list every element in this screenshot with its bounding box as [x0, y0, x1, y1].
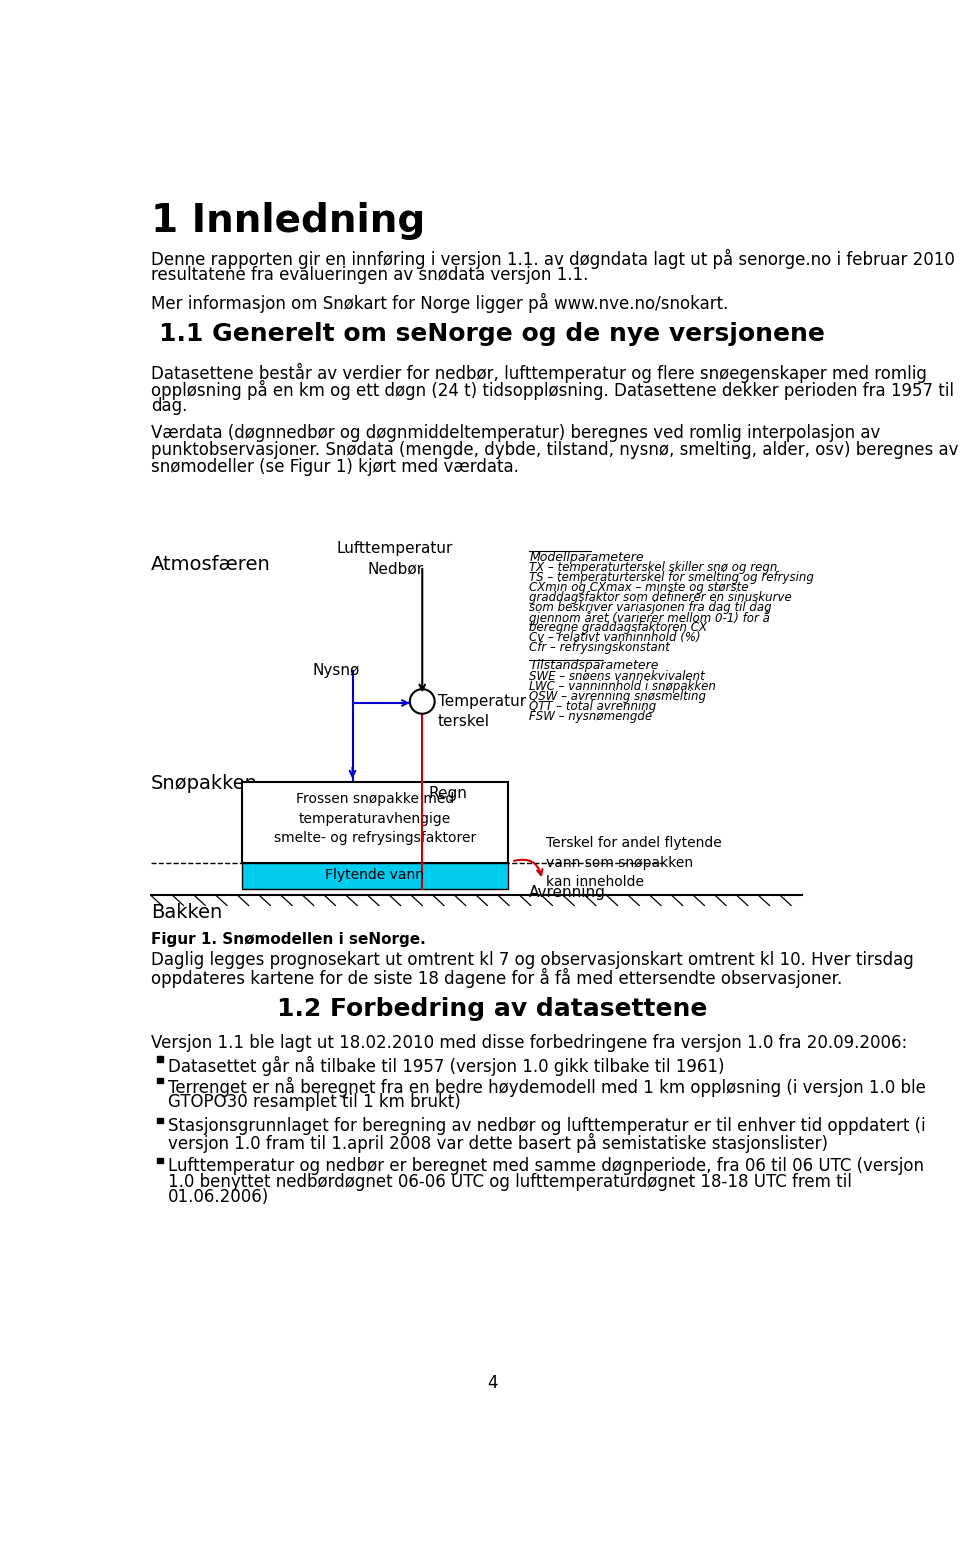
Text: dag.: dag.: [151, 396, 187, 415]
Text: som beskriver variasjonen fra dag til dag: som beskriver variasjonen fra dag til da…: [529, 602, 772, 614]
Bar: [157, 1158, 162, 1163]
Text: Avrenning: Avrenning: [529, 886, 606, 901]
Text: GTOPO30 resamplet til 1 km brukt): GTOPO30 resamplet til 1 km brukt): [168, 1093, 461, 1110]
Text: 1 Innledning: 1 Innledning: [151, 203, 425, 240]
Text: Temperatur
terskel: Temperatur terskel: [438, 694, 526, 728]
Text: TX – temperaturterskel skiller snø og regn: TX – temperaturterskel skiller snø og re…: [529, 561, 778, 574]
Text: Snøpakken: Snøpakken: [151, 773, 258, 794]
Text: Cfr – refrysingskonstant: Cfr – refrysingskonstant: [529, 641, 670, 655]
Text: LWC – vanninnhold i snøpakken: LWC – vanninnhold i snøpakken: [529, 680, 716, 692]
Text: 1.2 Forbedring av datasettene: 1.2 Forbedring av datasettene: [276, 998, 708, 1021]
Text: Tilstandsparametere: Tilstandsparametere: [529, 659, 659, 672]
Bar: [157, 1057, 162, 1062]
Text: Cv – relativt vanninnhold (%): Cv – relativt vanninnhold (%): [529, 631, 701, 644]
Text: 1.0 benyttet nedbørdøgnet 06-06 UTC og lufttemperaturdøgnet 18-18 UTC frem til: 1.0 benyttet nedbørdøgnet 06-06 UTC og l…: [168, 1172, 852, 1191]
Text: QTT – total avrenning: QTT – total avrenning: [529, 700, 657, 712]
Text: TS – temperaturterskel for smelting og refrysing: TS – temperaturterskel for smelting og r…: [529, 571, 814, 585]
Text: Regn: Regn: [428, 786, 468, 801]
Text: Terrenget er nå beregnet fra en bedre høydemodell med 1 km oppløsning (i versjon: Terrenget er nå beregnet fra en bedre hø…: [168, 1077, 926, 1098]
Text: Nysnø: Nysnø: [312, 663, 360, 678]
Text: Bakken: Bakken: [151, 903, 223, 923]
Text: Flytende vann: Flytende vann: [325, 868, 424, 882]
Text: Værdata (døgnnedbør og døgnmiddeltemperatur) beregnes ved romlig interpolasjon a: Værdata (døgnnedbør og døgnmiddeltempera…: [151, 424, 880, 443]
Text: FSW – nysnømengde: FSW – nysnømengde: [529, 709, 653, 723]
Bar: [157, 1077, 162, 1084]
Bar: [157, 1118, 162, 1124]
Text: beregne graddagsfaktoren CX: beregne graddagsfaktoren CX: [529, 622, 708, 635]
Text: graddagsfaktor som definerer en sinuskurve: graddagsfaktor som definerer en sinuskur…: [529, 591, 792, 605]
Text: SWE – snøens vannekvivalent: SWE – snøens vannekvivalent: [529, 670, 705, 683]
Text: Stasjonsgrunnlaget for beregning av nedbør og lufttemperatur er til enhver tid o: Stasjonsgrunnlaget for beregning av nedb…: [168, 1118, 925, 1135]
Text: oppdateres kartene for de siste 18 dagene for å få med ettersendte observasjoner: oppdateres kartene for de siste 18 dagen…: [151, 968, 842, 988]
Text: Denne rapporten gir en innføring i versjon 1.1. av døgndata lagt ut på senorge.n: Denne rapporten gir en innføring i versj…: [151, 249, 960, 268]
Text: Lufttemperatur og nedbør er beregnet med samme døgnperiode, fra 06 til 06 UTC (v: Lufttemperatur og nedbør er beregnet med…: [168, 1157, 924, 1175]
Text: 4: 4: [487, 1375, 497, 1392]
Text: Lufttemperatur
Nedbør: Lufttemperatur Nedbør: [337, 541, 453, 577]
Text: Mer informasjon om Snøkart for Norge ligger på www.nve.no/snokart.: Mer informasjon om Snøkart for Norge lig…: [151, 293, 729, 313]
Text: Modellparametere: Modellparametere: [529, 550, 644, 563]
Text: Frossen snøpakke med
temperaturavhengige
smelte- og refrysingsfaktorer: Frossen snøpakke med temperaturavhengige…: [274, 792, 476, 845]
Text: QSW – avrenning snøsmelting: QSW – avrenning snøsmelting: [529, 691, 707, 703]
Bar: [243, 864, 508, 889]
Text: Datasettet går nå tilbake til 1957 (versjon 1.0 gikk tilbake til 1961): Datasettet går nå tilbake til 1957 (vers…: [168, 1055, 725, 1076]
Text: CXmin og CXmax – minste og største: CXmin og CXmax – minste og største: [529, 582, 749, 594]
Text: versjon 1.0 fram til 1.april 2008 var dette basert på semistatiske stasjonsliste: versjon 1.0 fram til 1.april 2008 var de…: [168, 1133, 828, 1152]
Text: Datasettene består av verdier for nedbør, lufttemperatur og flere snøegenskaper : Datasettene består av verdier for nedbør…: [151, 363, 926, 382]
Text: Atmosfæren: Atmosfæren: [151, 555, 271, 574]
Text: Figur 1. Snømodellen i seNorge.: Figur 1. Snømodellen i seNorge.: [151, 932, 425, 948]
Text: 01.06.2006): 01.06.2006): [168, 1188, 270, 1207]
Text: Terskel for andel flytende
vann som snøpakken
kan inneholde: Terskel for andel flytende vann som snøp…: [546, 836, 722, 889]
Bar: [243, 781, 508, 864]
Text: snømodeller (se Figur 1) kjørt med værdata.: snømodeller (se Figur 1) kjørt med værda…: [151, 458, 518, 475]
Text: punktobservasjoner. Snødata (mengde, dybde, tilstand, nysnø, smelting, alder, os: punktobservasjoner. Snødata (mengde, dyb…: [151, 441, 958, 460]
Text: oppløsning på en km og ett døgn (24 t) tidsoppløsning. Datasettene dekker period: oppløsning på en km og ett døgn (24 t) t…: [151, 379, 960, 399]
Text: resultatene fra evalueringen av snødata versjon 1.1.: resultatene fra evalueringen av snødata …: [151, 265, 588, 284]
Text: Daglig legges prognosekart ut omtrent kl 7 og observasjonskart omtrent kl 10. Hv: Daglig legges prognosekart ut omtrent kl…: [151, 951, 914, 970]
Text: gjennom året (varierer mellom 0-1) for å: gjennom året (varierer mellom 0-1) for å: [529, 611, 770, 625]
Text: 1.1 Generelt om seNorge og de nye versjonene: 1.1 Generelt om seNorge og de nye versjo…: [159, 321, 825, 346]
Text: Versjon 1.1 ble lagt ut 18.02.2010 med disse forbedringene fra versjon 1.0 fra 2: Versjon 1.1 ble lagt ut 18.02.2010 med d…: [151, 1034, 907, 1052]
